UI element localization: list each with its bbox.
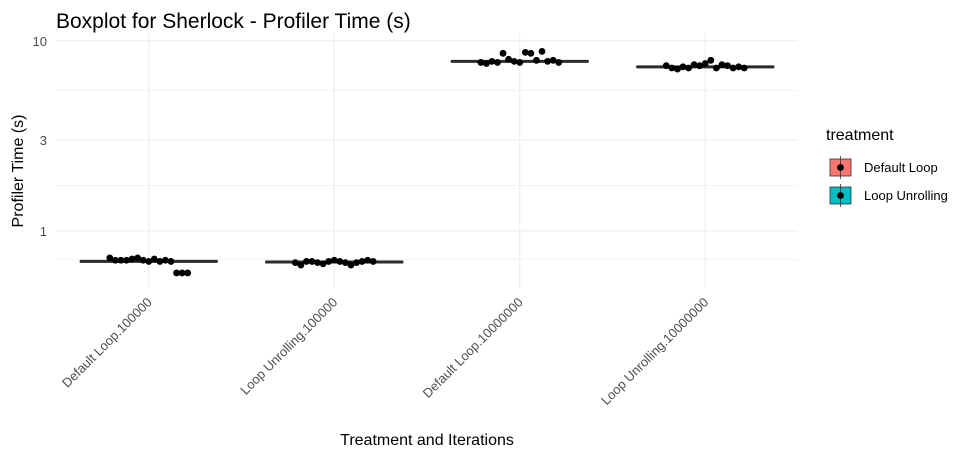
data-point: [521, 48, 529, 56]
data-point: [724, 62, 731, 70]
legend-label: Loop Unrolling: [864, 188, 948, 203]
data-point: [494, 59, 501, 66]
data-point: [128, 255, 136, 263]
x-tick-label: Loop Unrolling.10000000: [598, 295, 711, 408]
data-point: [314, 259, 321, 267]
legend-title: treatment: [826, 127, 894, 144]
data-point: [488, 57, 496, 65]
data-point: [330, 256, 338, 264]
data-point: [740, 64, 748, 72]
data-point: [341, 259, 349, 267]
data-point: [674, 65, 681, 73]
y-axis-title: Profiler Time (s): [10, 115, 27, 228]
data-point: [303, 258, 310, 265]
data-point: [106, 254, 114, 262]
data-point: [336, 258, 344, 265]
data-point: [662, 62, 670, 70]
data-point: [735, 63, 743, 71]
legend-key-point: [837, 164, 844, 171]
data-point: [690, 61, 698, 68]
boxes-layer: [79, 59, 775, 264]
data-point: [477, 59, 485, 66]
data-point: [358, 258, 366, 265]
data-point: [117, 256, 125, 264]
data-point: [111, 256, 119, 264]
data-point: [325, 258, 333, 265]
legend-label: Default Loop: [864, 160, 938, 175]
data-point: [510, 57, 518, 65]
y-tick-label: 1: [40, 224, 47, 239]
data-point: [527, 49, 535, 57]
data-point: [364, 256, 372, 264]
data-point: [173, 269, 180, 277]
data-point: [701, 60, 709, 67]
data-point: [291, 259, 299, 267]
data-point: [516, 59, 524, 66]
y-axis-ticks: 1 3 10: [33, 34, 47, 239]
data-point: [668, 64, 676, 72]
data-point: [555, 59, 563, 66]
data-point: [134, 254, 142, 262]
data-point: [123, 256, 130, 264]
data-point: [297, 261, 305, 269]
data-point: [696, 62, 704, 70]
data-point: [712, 64, 720, 72]
data-point: [718, 61, 726, 68]
data-point: [139, 256, 147, 264]
data-point: [145, 258, 153, 265]
points-layer: [106, 48, 748, 277]
x-tick-label: Default Loop.100000: [59, 295, 155, 391]
x-tick-label: Default Loop.10000000: [420, 295, 526, 401]
data-point: [162, 256, 169, 264]
data-point: [685, 64, 692, 72]
data-point: [178, 269, 186, 277]
data-point: [729, 64, 737, 72]
data-point: [505, 55, 513, 63]
data-point: [150, 255, 158, 263]
x-tick-label: Loop Unrolling.100000: [237, 295, 340, 398]
legend-key-point: [837, 192, 844, 199]
data-point: [538, 48, 546, 55]
data-point: [167, 258, 175, 265]
data-point: [308, 258, 316, 265]
data-point: [544, 57, 551, 65]
data-point: [369, 258, 377, 265]
data-point: [679, 63, 687, 71]
x-axis-ticks: Default Loop.100000 Loop Unrolling.100000…: [59, 295, 711, 408]
data-point: [319, 260, 327, 268]
data-point: [549, 56, 557, 64]
data-point: [347, 261, 355, 269]
data-point: [184, 269, 192, 277]
x-axis-title: Treatment and Iterations: [340, 432, 514, 449]
y-tick-label: 3: [40, 133, 47, 148]
data-point: [156, 258, 164, 265]
legend: treatment Default Loop Loop Unrolling: [826, 127, 948, 207]
data-point: [707, 56, 715, 64]
y-tick-label: 10: [33, 34, 47, 49]
data-point: [499, 49, 507, 57]
grid-lines: [56, 33, 798, 288]
chart-title: Boxplot for Sherlock - Profiler Time (s): [56, 10, 411, 33]
data-point: [353, 259, 360, 267]
data-point: [482, 60, 490, 67]
data-point: [533, 56, 540, 64]
